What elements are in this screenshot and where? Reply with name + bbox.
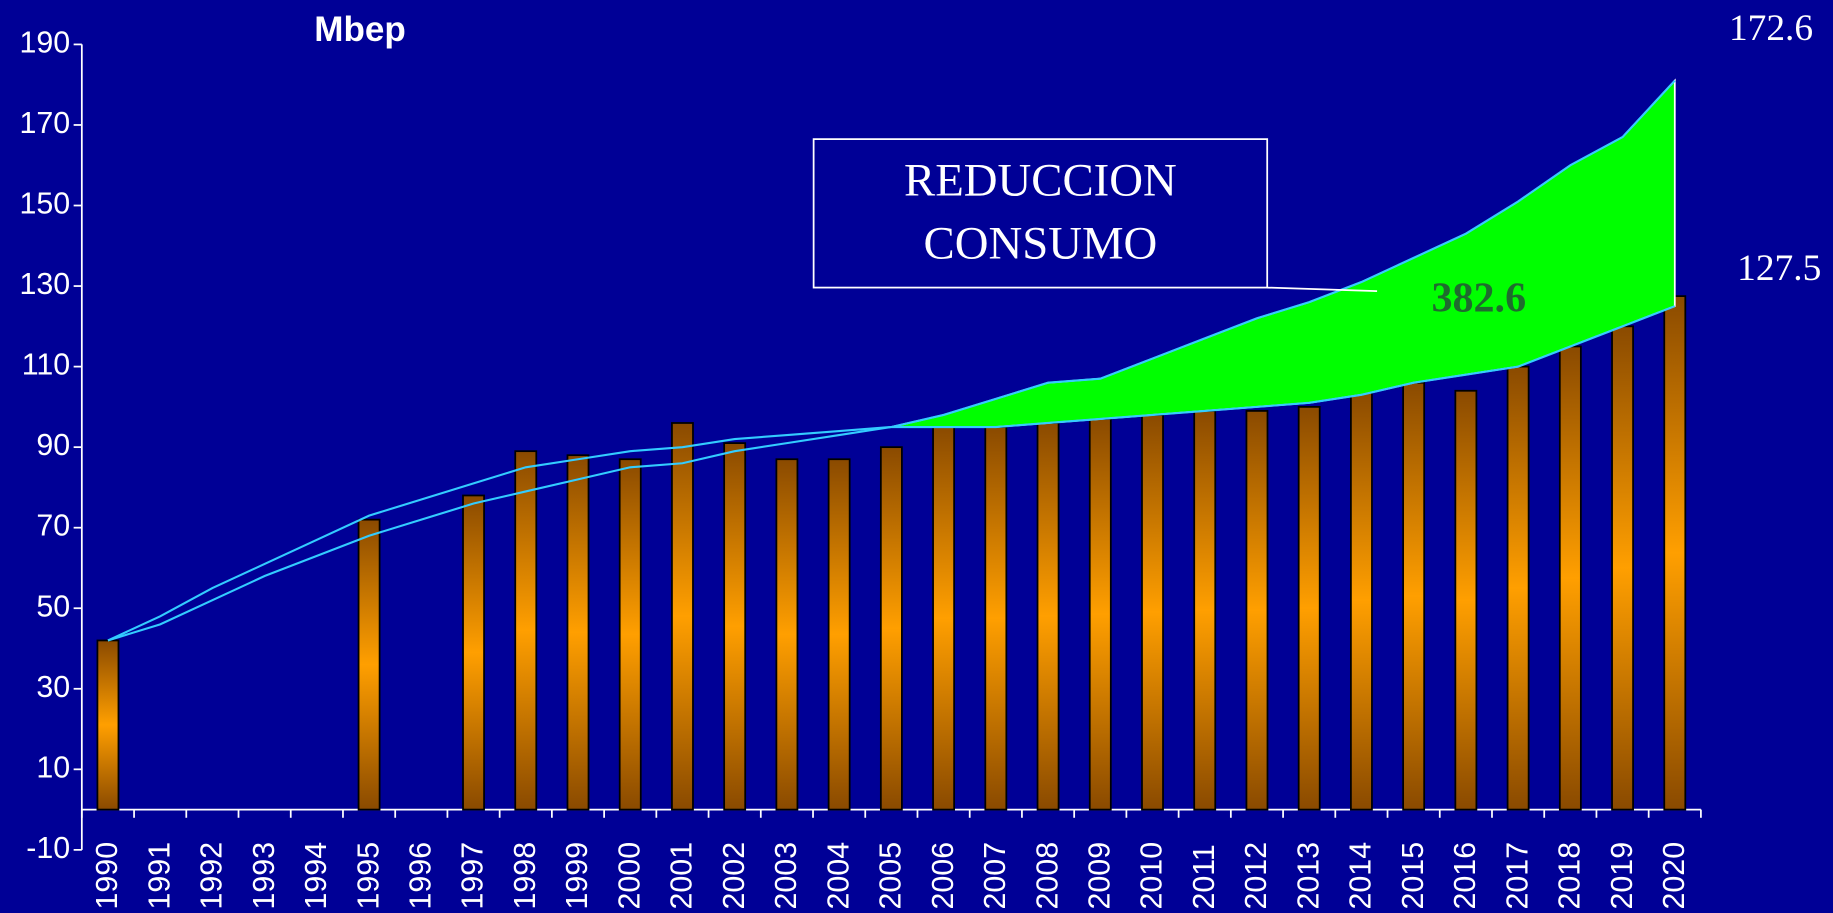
x-tick-label: 1995 [351,842,385,910]
x-tick-label: 2003 [769,842,803,910]
bar [1088,418,1112,811]
x-tick-label: 2002 [717,842,751,910]
annotation-upper-end: 172.6 [1729,8,1813,49]
bar [932,426,955,811]
bar [671,422,694,811]
x-tick-label: 1991 [142,842,176,910]
bar [775,458,799,811]
y-tick-label: 170 [19,106,70,140]
x-tick-label: 2007 [978,842,1012,910]
bar [879,446,903,811]
x-tick-label: 2000 [612,842,646,910]
y-axis-label: Mbep [314,10,406,49]
annotation-box-line: CONSUMO [924,218,1158,270]
x-tick-label: 2018 [1553,842,1587,910]
x-tick-label: 2008 [1030,842,1064,910]
bar [1245,410,1269,811]
bar [1402,381,1426,811]
x-tick-label: 2010 [1135,842,1169,910]
bar [1350,389,1373,811]
annotation-box-line: REDUCCION [904,154,1177,206]
x-tick-label: 1994 [299,842,333,910]
bar [357,518,381,811]
y-tick-label: 150 [19,187,70,221]
x-tick-label: 2011 [1187,844,1221,909]
bar [1141,414,1164,811]
y-tick-label: 130 [19,267,70,301]
x-tick-label: 2020 [1657,842,1691,910]
x-tick-label: 2017 [1500,842,1534,910]
plot: -10 10 30 50 70 90 110 130 150 170 190 1990 1991 1992… [19,25,1702,910]
x-tick-label: 2009 [1082,842,1116,910]
x-tick-label: 1990 [90,842,124,910]
x-tick-label: 2012 [1239,842,1273,910]
bar [618,458,642,811]
x-tick-label: 2015 [1396,842,1430,910]
bar [96,639,120,811]
bar [1193,410,1217,811]
x-tick-label: 2013 [1291,842,1325,910]
annotation-reduction: 382.6 [1431,275,1526,321]
y-tick-label: 10 [36,750,70,784]
bar [566,454,590,811]
x-tick-label: 1999 [560,842,594,910]
bar [1558,345,1582,811]
x-tick-label: 1993 [247,842,281,910]
bar [514,450,538,811]
bar [1036,422,1060,811]
x-tick-label: 2016 [1448,842,1482,910]
x-tick-label: 1998 [508,842,542,910]
bar [723,442,747,811]
x-tick-label: 2001 [665,842,699,910]
bar [1611,325,1634,811]
bar [827,458,851,811]
y-tick-label: 30 [36,670,70,704]
y-tick-label: 190 [19,25,70,59]
bar [1506,365,1530,811]
y-tick-label: -10 [26,831,70,865]
x-tick-label: 1996 [404,842,438,910]
x-tick-label: 2014 [1344,842,1378,910]
x-tick-label: 1997 [456,842,490,910]
y-tick-label: 90 [36,428,70,462]
bar [1297,405,1321,811]
bar [1663,295,1687,811]
bar [462,494,485,811]
bar [984,426,1008,811]
annotation-box [812,138,1269,289]
x-tick-label: 2006 [926,842,960,910]
x-tick-label: 2019 [1605,842,1639,910]
trend-line [107,305,1676,642]
y-tick-label: 70 [36,509,70,543]
y-tick-label: 110 [22,348,70,382]
annotation-lower-end: 127.5 [1737,248,1821,289]
annotation-pointer [1267,286,1378,292]
x-tick-label: 2004 [821,842,855,910]
y-tick-label: 50 [36,589,70,623]
bar [1454,389,1478,811]
x-tick-label: 1992 [195,842,229,910]
x-tick-label: 2005 [874,842,908,910]
